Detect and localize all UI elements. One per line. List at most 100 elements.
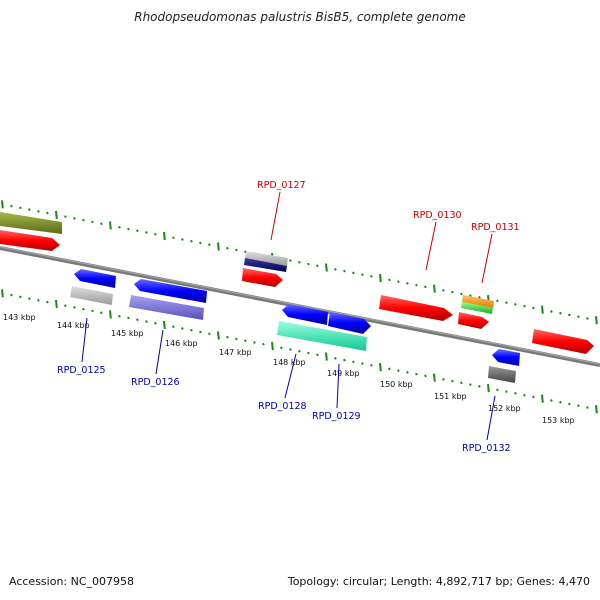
tick-mark <box>190 328 193 332</box>
tick-mark <box>64 215 67 219</box>
tick-mark <box>460 292 463 296</box>
tick-mark <box>1 289 4 298</box>
kbp-label: 151 kbp <box>434 392 467 401</box>
tick-mark <box>217 242 220 251</box>
kbp-label: 152 kbp <box>488 404 521 413</box>
gene-feature[interactable] <box>462 295 494 308</box>
genome-title: Rhodopseudomonas palustris BisB5, comple… <box>134 10 466 24</box>
tick-mark <box>163 320 166 330</box>
tick-mark <box>388 367 391 371</box>
tick-mark <box>154 232 157 236</box>
tick-mark <box>100 311 103 315</box>
tick-mark <box>28 208 31 212</box>
gene-label-rpd-0129: RPD_0129 <box>312 411 361 422</box>
tick-mark <box>406 281 409 285</box>
tick-mark <box>469 294 472 298</box>
gene-label-rpd-0126: RPD_0126 <box>131 377 180 388</box>
tick-mark <box>559 311 562 315</box>
tick-mark <box>478 296 481 299</box>
tick-mark <box>334 267 337 271</box>
tick-mark <box>316 353 319 357</box>
gene-feature[interactable] <box>0 212 62 234</box>
tick-mark <box>37 210 40 213</box>
tick-mark <box>289 259 292 262</box>
tick-mark <box>316 264 319 268</box>
kbp-label: 143 kbp <box>3 313 36 322</box>
gene-label-rpd-0127: RPD_0127 <box>257 180 306 191</box>
genome-info-text: Topology: circular; Length: 4,892,717 bp… <box>287 575 590 588</box>
gene-feature[interactable] <box>488 366 516 383</box>
gene-feature[interactable] <box>242 268 283 287</box>
tick-mark <box>235 248 238 252</box>
tick-mark <box>424 374 427 378</box>
tick-mark <box>595 316 598 325</box>
tick-mark <box>577 315 580 319</box>
tick-mark <box>136 318 139 322</box>
tick-mark <box>532 306 535 310</box>
tick-mark <box>343 358 346 362</box>
kbp-label: 147 kbp <box>219 348 252 357</box>
gene-feature[interactable] <box>379 295 453 321</box>
tick-mark <box>415 372 418 376</box>
tick-mark <box>226 246 229 250</box>
tick-mark <box>172 236 175 240</box>
gene-feature[interactable] <box>277 321 367 351</box>
tick-mark <box>100 222 103 226</box>
tick-mark <box>37 299 40 302</box>
kbp-label: 148 kbp <box>273 358 306 367</box>
gene-feature[interactable] <box>328 312 371 334</box>
forward-genes <box>0 212 594 354</box>
tick-mark <box>136 229 139 233</box>
tick-mark <box>541 305 544 314</box>
tick-mark <box>550 310 553 313</box>
forward-tick-track <box>1 200 598 325</box>
gene-feature[interactable] <box>245 251 288 266</box>
gene-label-rpd-0128: RPD_0128 <box>258 401 307 412</box>
tick-mark <box>433 284 436 293</box>
tick-mark <box>505 301 508 305</box>
tick-mark <box>55 299 58 309</box>
tick-mark <box>577 404 580 408</box>
tick-mark <box>82 218 85 222</box>
tick-mark <box>181 327 184 330</box>
tick-mark <box>586 317 589 320</box>
tick-mark <box>208 332 211 336</box>
tick-mark <box>55 210 58 220</box>
kbp-label: 144 kbp <box>57 321 90 330</box>
kbp-labels: 143 kbp 144 kbp 145 kbp 146 kbp 147 kbp … <box>3 313 575 425</box>
tick-mark <box>253 341 256 344</box>
tick-mark <box>595 405 598 414</box>
tick-mark <box>568 313 571 317</box>
gene-feature[interactable] <box>532 329 594 354</box>
gene-feature[interactable] <box>282 304 328 325</box>
tick-mark <box>109 221 112 230</box>
tick-mark <box>208 243 211 247</box>
tick-mark <box>325 263 328 272</box>
tick-mark <box>127 227 130 231</box>
tick-mark <box>361 273 364 276</box>
gene-feature[interactable] <box>461 302 493 314</box>
tick-mark <box>325 352 328 361</box>
tick-mark <box>118 225 121 229</box>
gene-feature[interactable] <box>134 279 207 303</box>
tick-mark <box>433 373 436 382</box>
gene-feature[interactable] <box>70 286 113 305</box>
tick-mark <box>307 351 310 355</box>
gene-feature[interactable] <box>458 312 489 329</box>
gene-feature[interactable] <box>492 349 520 366</box>
tick-mark <box>91 309 94 313</box>
tick-mark <box>46 211 49 215</box>
tick-mark <box>343 269 346 273</box>
tick-mark <box>460 381 463 385</box>
gene-feature[interactable] <box>244 258 287 272</box>
gene-labels: RPD_0125 RPD_0126 RPD_0127 RPD_0128 RPD_… <box>57 180 520 454</box>
gene-feature[interactable] <box>0 230 60 251</box>
tick-mark <box>352 271 355 275</box>
reverse-tick-track <box>1 289 598 414</box>
tick-mark <box>496 388 499 392</box>
gene-feature[interactable] <box>74 269 116 288</box>
label-leaders <box>81 191 496 441</box>
tick-mark <box>514 303 517 306</box>
gene-feature[interactable] <box>129 295 204 320</box>
tick-mark <box>226 335 229 339</box>
